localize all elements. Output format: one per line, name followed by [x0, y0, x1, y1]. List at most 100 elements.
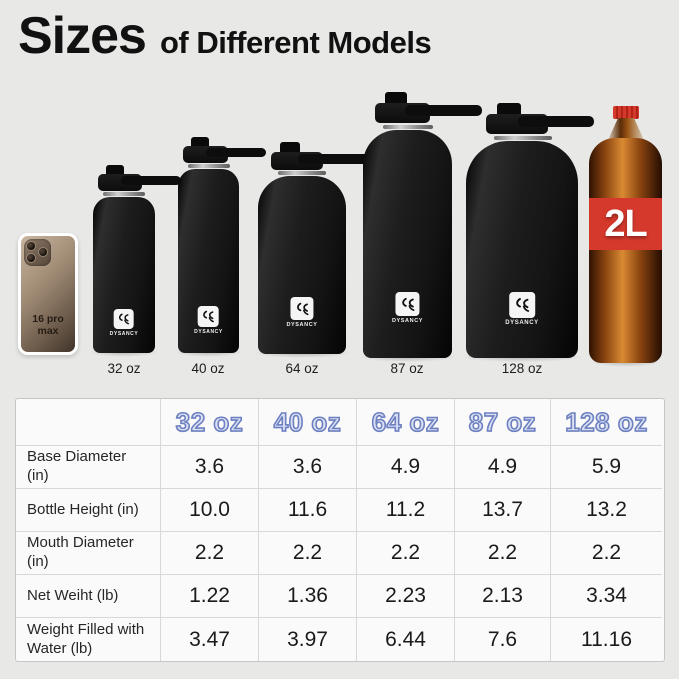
bottle-body: DYSANCY	[178, 169, 239, 353]
value-cell: 11.6	[259, 489, 357, 532]
cola-cap	[613, 106, 639, 119]
value-cell: 4.9	[455, 446, 551, 489]
row-label: Mouth Diameter (in)	[16, 532, 161, 575]
value-cell: 4.9	[357, 446, 455, 489]
bottle-spout	[497, 103, 521, 116]
value-cell: 3.34	[551, 575, 662, 618]
phone-image: 16 pro max	[18, 233, 78, 355]
bottle-neck-ring	[383, 125, 433, 129]
bottle-size-label: 128 oz	[501, 361, 543, 376]
title-main: Sizes	[18, 7, 147, 65]
camera-lens-icon	[26, 241, 36, 251]
cola-body: 2L	[589, 138, 662, 363]
brand-name: DYSANCY	[505, 320, 539, 326]
col-header-40oz: 40 oz	[259, 399, 357, 446]
value-cell: 5.9	[551, 446, 662, 489]
bottle-spout	[385, 92, 407, 105]
bottle-64oz: DYSANCY	[253, 142, 372, 358]
brand-logo: DYSANCY	[110, 309, 139, 337]
logo-glyph-icon	[515, 298, 529, 312]
brand-name: DYSANCY	[391, 318, 424, 324]
bottle-neck-ring	[188, 164, 230, 168]
logo-glyph-icon	[296, 302, 309, 315]
cola-neck	[608, 118, 644, 140]
cola-label-band: 2L	[589, 198, 662, 250]
brand-name: DYSANCY	[286, 322, 318, 328]
value-cell: 11.16	[581, 627, 632, 651]
row-label: Weight Filled with Water (lb)	[16, 618, 161, 661]
value-cell: 2.13	[455, 575, 551, 618]
brand-logo: DYSANCY	[194, 306, 223, 335]
page-title: Sizes of Different Models	[18, 6, 432, 66]
col-header-87oz: 87 oz	[455, 399, 551, 446]
cola-bottle: 2L	[589, 106, 662, 367]
bottle-40oz: DYSANCY	[174, 137, 266, 357]
value-cell: 2.2	[551, 532, 662, 575]
brand-logo: DYSANCY	[505, 292, 539, 326]
value-cell: 1.22	[161, 575, 259, 618]
title-sub: of Different Models	[159, 25, 432, 60]
bottle-body: DYSANCY	[258, 176, 346, 354]
camera-lens-icon	[26, 253, 36, 263]
bottle-body: DYSANCY	[466, 141, 578, 358]
bottle-handle	[121, 176, 181, 185]
bottle-handle	[206, 148, 266, 157]
bottle-body: DYSANCY	[93, 197, 155, 353]
bottle-handle	[298, 154, 372, 164]
value-cell: 13.2	[551, 489, 662, 532]
value-cell: 10.0	[161, 489, 259, 532]
bottle-body: DYSANCY	[363, 130, 452, 358]
value-cell: 3.97	[259, 618, 357, 661]
bottle-128oz: DYSANCY	[460, 103, 594, 362]
bottle-handle	[405, 105, 482, 116]
row-label: Net Weiht (lb)	[16, 575, 161, 618]
value-cell: 3.6	[259, 446, 357, 489]
logo-glyph-icon	[119, 313, 130, 325]
table-corner-cell	[16, 399, 161, 446]
bottle-size-label: 32 oz	[107, 361, 141, 376]
col-header-32oz: 32 oz	[161, 399, 259, 446]
brand-logo-icon	[198, 306, 219, 327]
bottle-neck-ring	[103, 192, 145, 196]
value-cell: 3.47	[161, 618, 259, 661]
value-cell: 2.2	[357, 532, 455, 575]
bottle-spout	[280, 142, 300, 154]
row-label: Bottle Height (in)	[16, 489, 161, 532]
value-cell: 11.2	[357, 489, 455, 532]
value-cell: 2.2	[161, 532, 259, 575]
brand-logo-icon	[395, 292, 420, 316]
phone-camera-module	[24, 239, 51, 266]
bottle-size-label: 64 oz	[285, 361, 319, 376]
bottle-handle	[518, 116, 594, 127]
brand-name: DYSANCY	[109, 331, 139, 337]
value-cell: 2.23	[357, 575, 455, 618]
bottle-size-label: 87 oz	[390, 361, 424, 376]
value-cell: 13.7	[455, 489, 551, 532]
bottle-spout	[106, 165, 124, 176]
cola-volume-label: 2L	[604, 202, 647, 245]
value-cell: 2.2	[455, 532, 551, 575]
bottle-spout	[191, 137, 209, 148]
value-cell: 6.44	[357, 618, 455, 661]
brand-logo-icon	[290, 297, 314, 320]
value-cell: 3.6	[161, 446, 259, 489]
brand-logo-icon	[114, 309, 134, 329]
bottle-32oz: DYSANCY	[89, 165, 181, 357]
col-header-128oz: 128 oz	[551, 399, 662, 446]
brand-logo-icon	[508, 292, 535, 318]
col-header-64oz: 64 oz	[357, 399, 455, 446]
camera-lens-icon	[38, 247, 48, 257]
logo-glyph-icon	[203, 310, 215, 323]
row-label: Base Diameter (in)	[16, 446, 161, 489]
value-cell: 2.2	[259, 532, 357, 575]
brand-logo: DYSANCY	[392, 292, 423, 324]
spec-table: 32 oz 40 oz 64 oz 87 oz 128 oz Base Diam…	[15, 398, 665, 662]
phone-label: 16 pro max	[32, 313, 64, 337]
bottle-size-label: 40 oz	[191, 361, 225, 376]
brand-name: DYSANCY	[194, 329, 223, 335]
brand-logo: DYSANCY	[286, 297, 317, 328]
logo-glyph-icon	[401, 297, 415, 311]
value-cell: 1.36	[259, 575, 357, 618]
value-cell: 7.6	[455, 618, 551, 661]
bottle-87oz: DYSANCY	[358, 92, 482, 362]
